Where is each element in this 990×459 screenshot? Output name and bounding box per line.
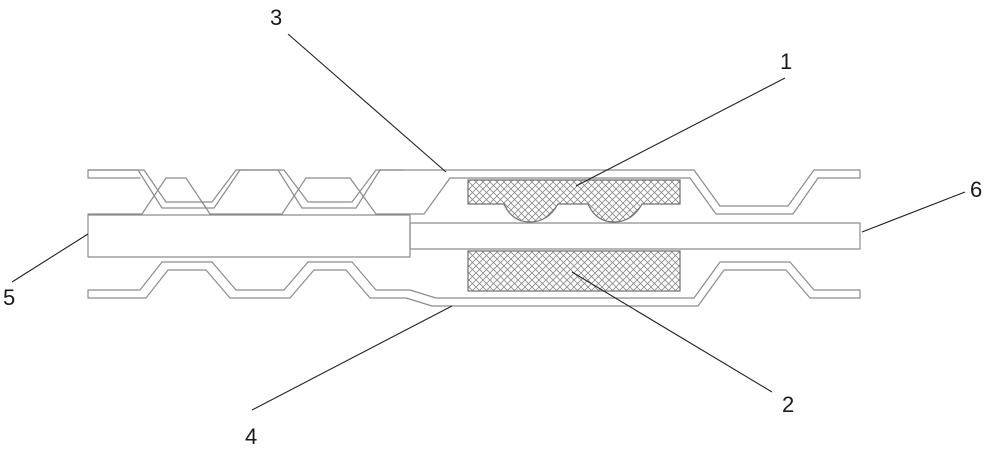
upper-corrugated-plate — [87, 169, 861, 215]
left-blade — [87, 214, 411, 258]
leader-line-3 — [287, 33, 447, 173]
callout-label-2: 2 — [782, 392, 794, 417]
upper-plate-end-left — [87, 169, 135, 179]
leader-line-5 — [11, 233, 89, 283]
right-blade — [409, 222, 861, 250]
callout-label-6: 6 — [970, 177, 982, 202]
leader-line-4 — [251, 305, 453, 411]
leader-line-1 — [575, 77, 786, 187]
callout-label-5: 5 — [3, 285, 15, 310]
upper-adhesive-block — [467, 179, 681, 223]
leader-line-2 — [571, 271, 773, 393]
lower-adhesive-block — [467, 250, 681, 292]
upper-plate-wave — [87, 169, 405, 203]
callout-label-3: 3 — [270, 5, 282, 30]
lower-corrugated-plate — [87, 261, 861, 307]
callout-label-4: 4 — [245, 424, 257, 449]
callout-label-1: 1 — [780, 49, 792, 74]
leader-line-6 — [861, 191, 966, 233]
